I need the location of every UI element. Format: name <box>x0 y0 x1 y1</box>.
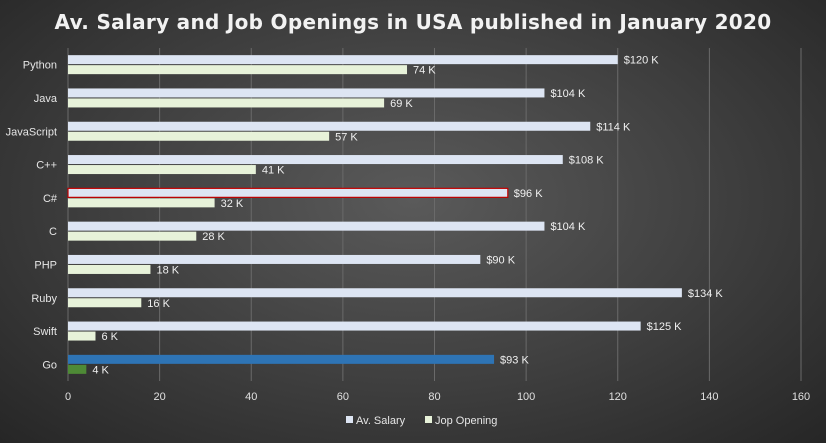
salary-data-label: $104 K <box>550 88 586 100</box>
category-label: PHP <box>34 259 57 271</box>
salary-data-label: $120 K <box>624 55 660 67</box>
x-tick-label: 40 <box>245 391 257 403</box>
labels: 0 20 40 60 80 100 120 140 160 Python $120 K 74 K Jav… <box>6 55 811 403</box>
openings-data-label: 74 K <box>413 65 436 77</box>
legend-label: Jop Opening <box>435 415 497 427</box>
category-label: Ruby <box>31 293 57 305</box>
openings-bar <box>68 131 330 141</box>
legend-swatch <box>425 416 432 423</box>
salary-bar <box>68 321 641 331</box>
openings-data-label: 41 K <box>262 165 285 177</box>
salary-data-label: $108 K <box>569 155 605 167</box>
x-tick-label: 20 <box>154 391 166 403</box>
salary-data-label: $90 K <box>486 254 515 266</box>
x-tick-label: 160 <box>792 391 810 403</box>
salary-data-label: $104 K <box>550 221 586 233</box>
x-tick-label: 80 <box>428 391 440 403</box>
openings-data-label: 4 K <box>92 364 109 376</box>
category-label: C <box>49 226 57 238</box>
x-tick-label: 100 <box>517 391 535 403</box>
openings-bar <box>68 198 215 208</box>
salary-data-label: $125 K <box>647 321 683 333</box>
gridlines <box>67 48 802 381</box>
salary-bar <box>68 155 563 165</box>
salary-bar <box>67 187 509 198</box>
openings-data-label: 16 K <box>147 298 170 310</box>
salary-bar <box>68 88 545 98</box>
openings-data-label: 57 K <box>335 131 358 143</box>
category-label: C++ <box>36 160 57 172</box>
category-label: Go <box>42 359 57 371</box>
salary-bar <box>68 55 618 65</box>
x-tick-label: 120 <box>609 391 627 403</box>
category-label: JavaScript <box>6 126 57 138</box>
salary-data-label: $96 K <box>514 188 543 200</box>
openings-data-label: 28 K <box>202 231 225 243</box>
openings-bar <box>68 331 96 341</box>
openings-bar <box>68 264 151 274</box>
openings-bar <box>68 98 385 108</box>
salary-bar <box>68 254 481 264</box>
openings-data-label: 69 K <box>390 98 413 110</box>
salary-bar <box>68 221 545 231</box>
openings-bar <box>68 364 87 374</box>
salary-data-label: $114 K <box>596 121 631 133</box>
salary-data-label: $93 K <box>500 354 529 366</box>
x-tick-label: 0 <box>65 391 71 403</box>
openings-bar <box>68 231 197 241</box>
chart-title: Av. Salary and Job Openings in USA publi… <box>54 10 772 34</box>
bars <box>67 55 682 374</box>
salary-data-label: $134 K <box>688 288 724 300</box>
salary-bar <box>68 354 495 364</box>
legend-label: Av. Salary <box>356 415 406 427</box>
category-label: C# <box>43 193 58 205</box>
openings-data-label: 6 K <box>101 331 118 343</box>
category-label: Java <box>34 93 58 105</box>
openings-bar <box>68 298 142 308</box>
legend: Av. Salary Jop Opening <box>346 415 497 427</box>
category-label: Python <box>23 60 57 72</box>
openings-bar <box>68 165 256 175</box>
salary-bar <box>68 288 682 298</box>
x-tick-label: 140 <box>700 391 718 403</box>
legend-swatch <box>346 416 353 423</box>
salary-bar <box>68 121 591 131</box>
openings-data-label: 32 K <box>221 198 244 210</box>
x-tick-label: 60 <box>337 391 349 403</box>
category-label: Swift <box>33 326 57 338</box>
openings-data-label: 18 K <box>156 264 179 276</box>
openings-bar <box>68 65 408 75</box>
